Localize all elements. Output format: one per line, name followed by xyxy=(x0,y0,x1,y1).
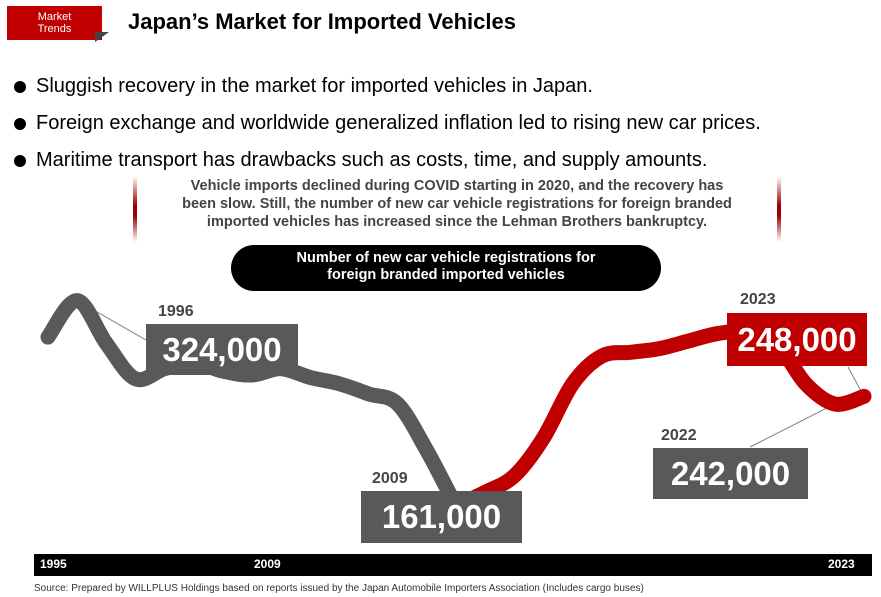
bullet-list: Sluggish recovery in the market for impo… xyxy=(14,68,761,179)
bullet-text: Sluggish recovery in the market for impo… xyxy=(36,75,593,97)
bullet-dot-icon xyxy=(14,117,26,130)
annotation-value-2023: 248,000 xyxy=(727,313,867,366)
series-line-gray xyxy=(40,293,464,514)
tag-line-2: Trends xyxy=(37,23,72,35)
callout-line-3: imported vehicles has increased since th… xyxy=(206,214,708,230)
chart-title-pill: Number of new car vehicle registrations … xyxy=(231,245,661,291)
tag-shadow xyxy=(95,32,109,42)
bullet-item: Foreign exchange and worldwide generaliz… xyxy=(14,105,761,142)
annotation-value-1996: 324,000 xyxy=(146,324,298,375)
market-trends-tag: Market Trends xyxy=(7,6,102,40)
chart-title-line-2: foreign branded imported vehicles xyxy=(327,267,565,283)
annotation-year-2009: 2009 xyxy=(372,470,408,487)
bullet-dot-icon xyxy=(14,154,26,167)
callout-right-edge xyxy=(777,176,781,242)
leader-line-2022 xyxy=(749,403,836,448)
bullet-text: Foreign exchange and worldwide generaliz… xyxy=(36,112,761,134)
x-axis-label-start: 1995 xyxy=(40,557,67,571)
page-title: Japan’s Market for Imported Vehicles xyxy=(128,9,516,34)
callout-line-1: Vehicle imports declined during COVID st… xyxy=(190,178,724,194)
bullet-dot-icon xyxy=(14,80,26,93)
callout-text: Vehicle imports declined during COVID st… xyxy=(135,177,779,231)
source-note: Source: Prepared by WILLPLUS Holdings ba… xyxy=(34,583,644,594)
chart-title-line-1: Number of new car vehicle registrations … xyxy=(296,250,596,266)
callout-left-edge xyxy=(133,176,137,242)
bullet-item: Maritime transport has drawbacks such as… xyxy=(14,142,761,179)
annotation-year-2022: 2022 xyxy=(661,427,697,444)
annotation-value-2022: 242,000 xyxy=(653,448,808,499)
x-axis-label-end: 2023 xyxy=(828,557,855,571)
callout-box: Vehicle imports declined during COVID st… xyxy=(133,176,781,242)
bullet-item: Sluggish recovery in the market for impo… xyxy=(14,68,761,105)
tag-line-1: Market xyxy=(37,11,72,23)
annotation-year-1996: 1996 xyxy=(158,303,194,320)
annotation-year-2023: 2023 xyxy=(740,291,776,308)
series-line-red xyxy=(448,323,872,514)
x-axis-bar xyxy=(34,554,872,576)
annotation-value-2009: 161,000 xyxy=(361,491,522,543)
bullet-text: Maritime transport has drawbacks such as… xyxy=(36,149,708,171)
chart-lines xyxy=(40,293,872,514)
x-axis-label-mid: 2009 xyxy=(254,557,281,571)
callout-line-2: been slow. Still, the number of new car … xyxy=(182,196,732,212)
